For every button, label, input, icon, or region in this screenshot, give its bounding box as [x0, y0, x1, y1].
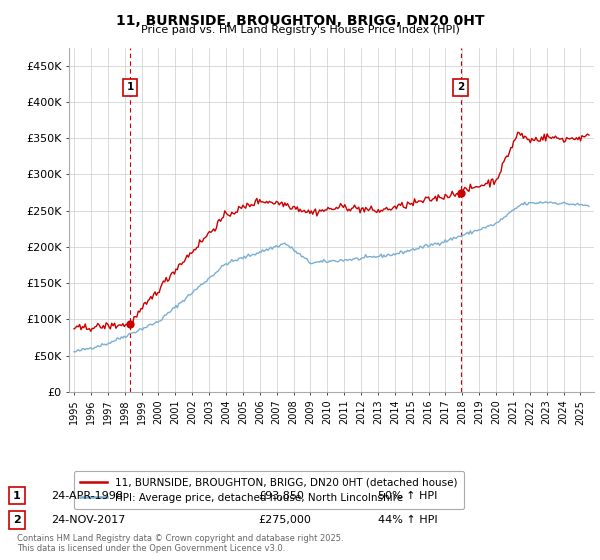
Text: £93,850: £93,850 [258, 491, 304, 501]
Text: 1: 1 [13, 491, 20, 501]
Text: 1: 1 [127, 82, 134, 92]
Text: 2: 2 [457, 82, 464, 92]
Text: 24-NOV-2017: 24-NOV-2017 [51, 515, 125, 525]
Legend: 11, BURNSIDE, BROUGHTON, BRIGG, DN20 0HT (detached house), HPI: Average price, d: 11, BURNSIDE, BROUGHTON, BRIGG, DN20 0HT… [74, 472, 464, 509]
Text: 2: 2 [13, 515, 20, 525]
Text: 50% ↑ HPI: 50% ↑ HPI [378, 491, 437, 501]
Text: 44% ↑ HPI: 44% ↑ HPI [378, 515, 437, 525]
Text: 24-APR-1998: 24-APR-1998 [51, 491, 123, 501]
Text: 11, BURNSIDE, BROUGHTON, BRIGG, DN20 0HT: 11, BURNSIDE, BROUGHTON, BRIGG, DN20 0HT [116, 14, 484, 28]
Text: £275,000: £275,000 [258, 515, 311, 525]
Text: Price paid vs. HM Land Registry's House Price Index (HPI): Price paid vs. HM Land Registry's House … [140, 25, 460, 35]
Text: Contains HM Land Registry data © Crown copyright and database right 2025.
This d: Contains HM Land Registry data © Crown c… [17, 534, 343, 553]
